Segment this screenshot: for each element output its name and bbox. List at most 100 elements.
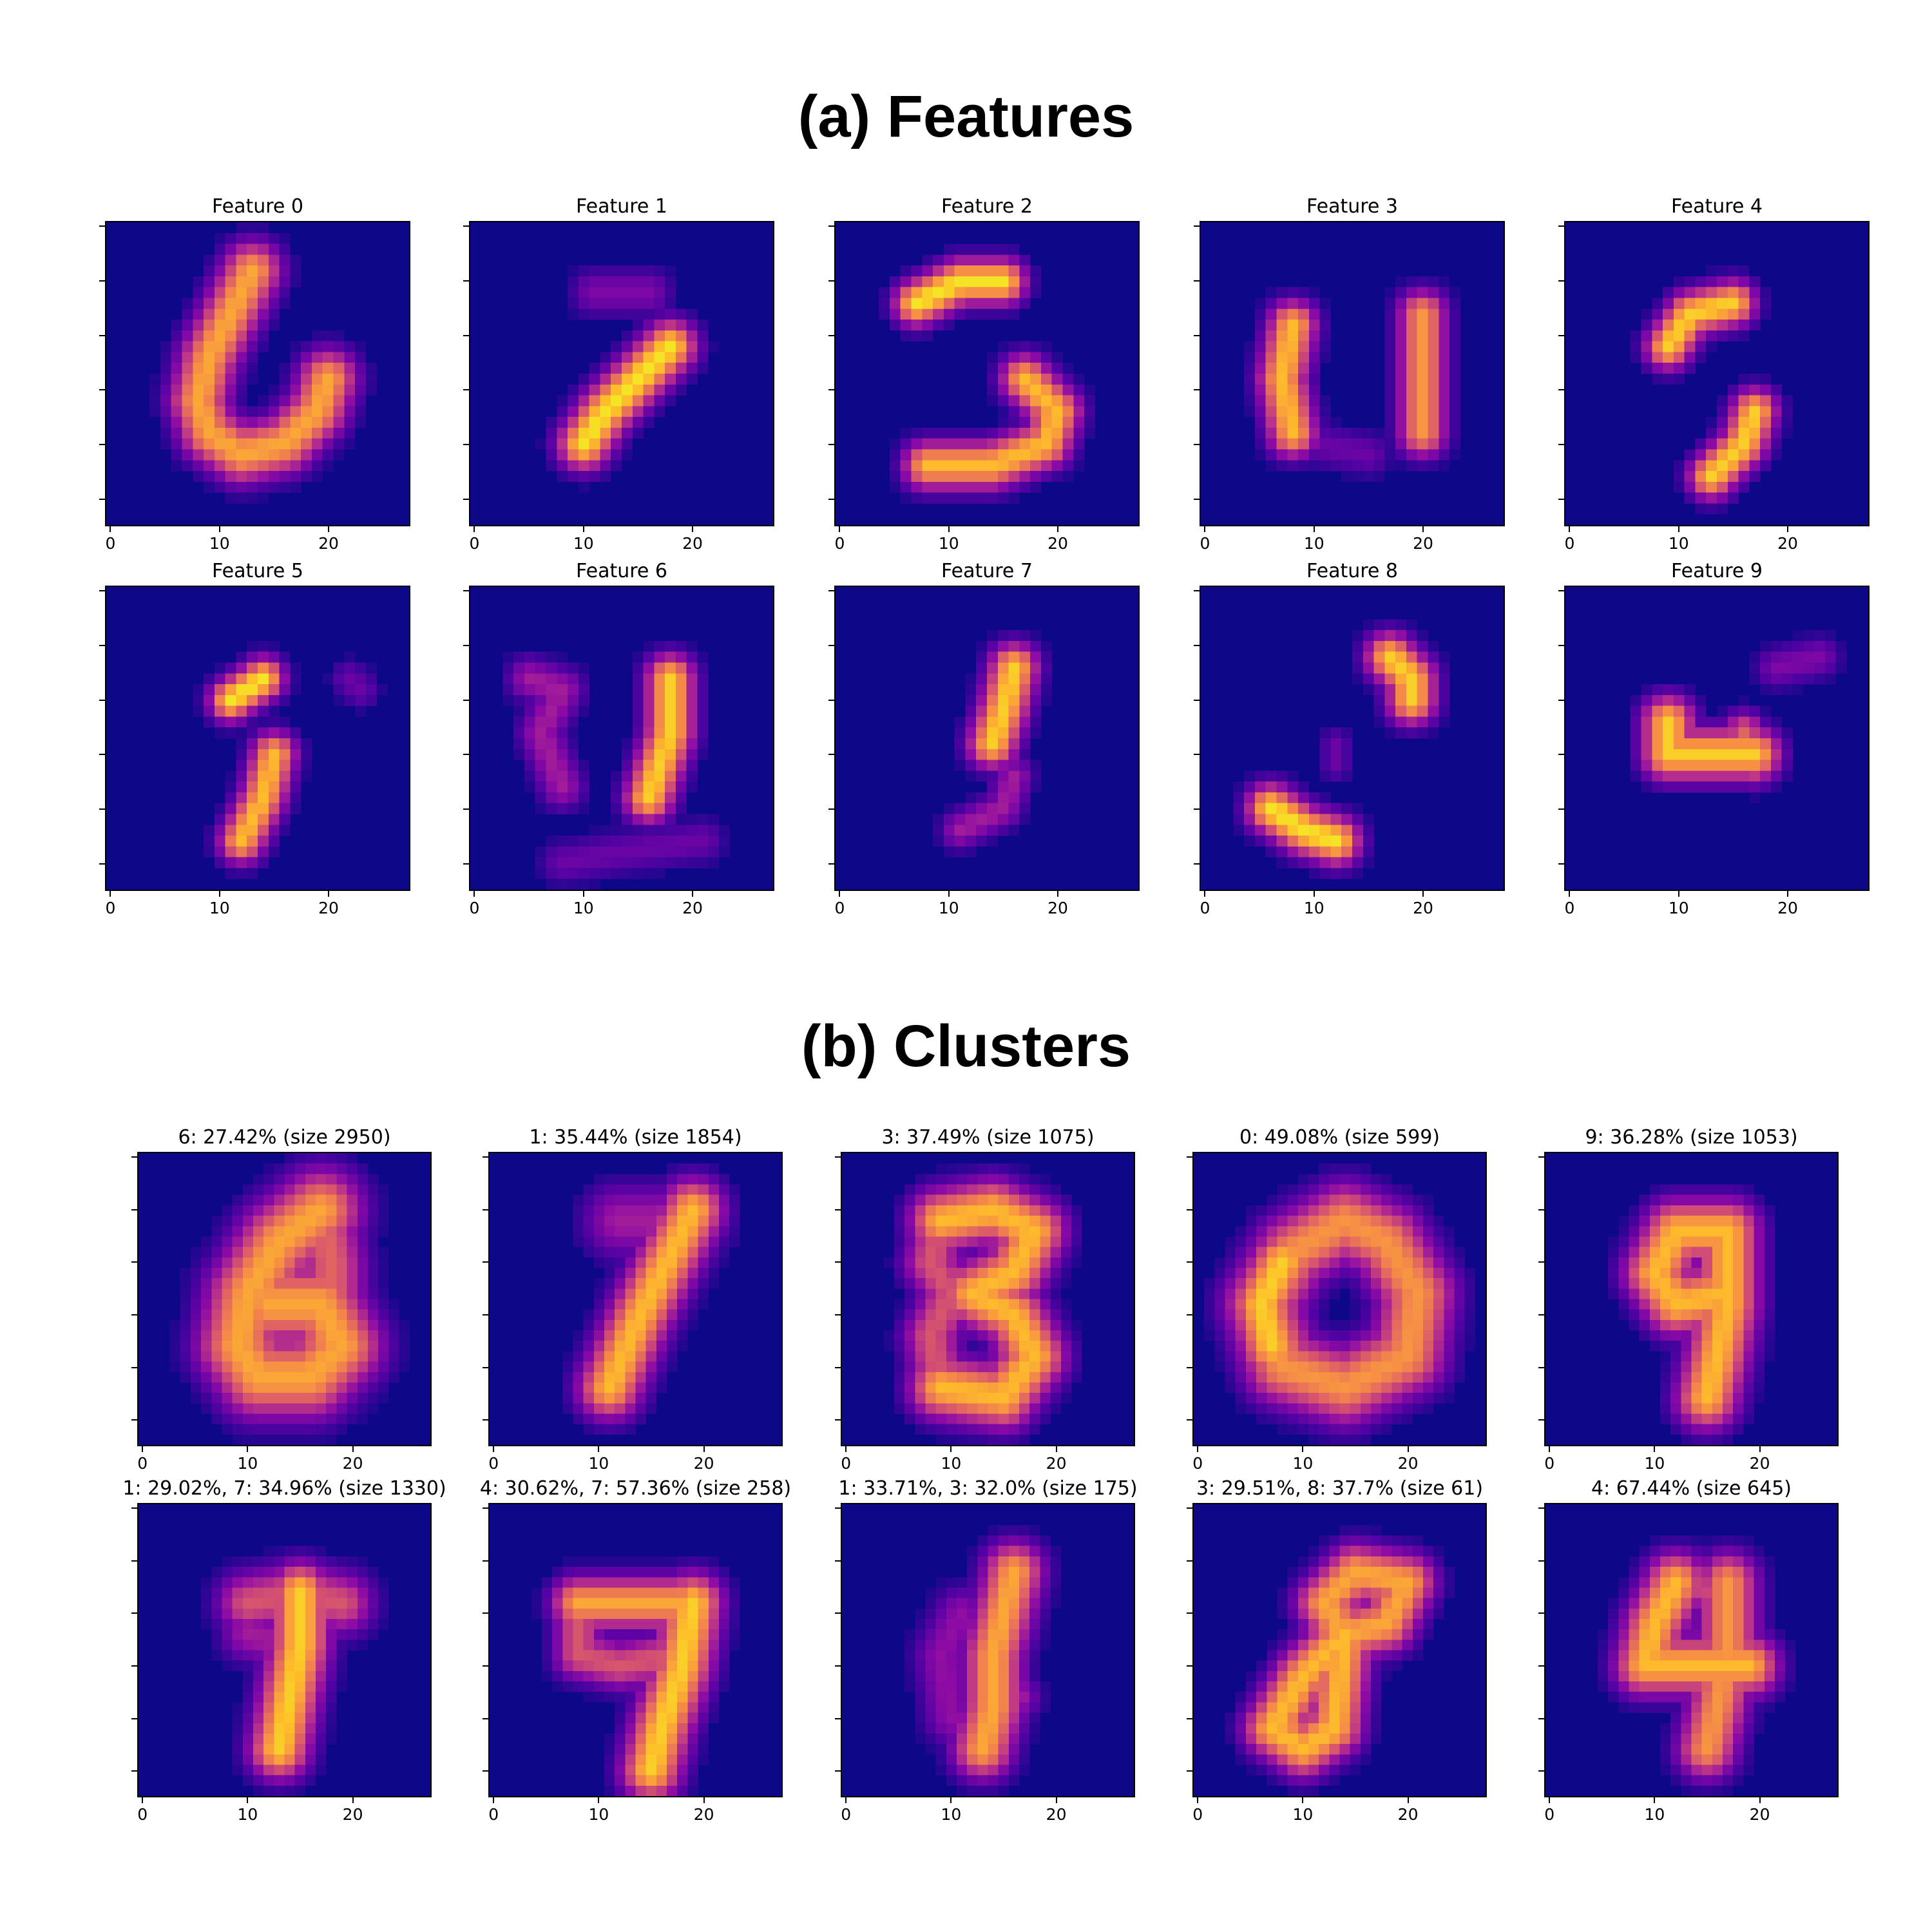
heatmap-cell: [1727, 309, 1739, 320]
heatmap-cell: [1449, 406, 1461, 417]
heatmap-cell: [1287, 1351, 1299, 1362]
heatmap-cell: [1360, 1382, 1372, 1393]
heatmap-cell: [1428, 727, 1439, 739]
heatmap-cell: [1329, 1393, 1340, 1404]
heatmap-cell: [1029, 1236, 1040, 1247]
heatmap-cell: [643, 803, 655, 814]
heatmap-cell: [182, 374, 193, 385]
heatmap-cell: [305, 1309, 316, 1321]
heatmap-cell: [977, 1361, 988, 1373]
heatmap-cell: [604, 1372, 615, 1383]
heatmap-cell: [997, 792, 1009, 804]
heatmap-cell: [1319, 1226, 1330, 1237]
heatmap-cell: [242, 1744, 254, 1755]
heatmap-cell: [1245, 1309, 1257, 1321]
heatmap-cell: [568, 417, 579, 428]
heatmap-cell: [169, 1351, 181, 1362]
heatmap-cell: [193, 705, 204, 717]
heatmap-cell: [976, 427, 988, 439]
heatmap-cell: [729, 1194, 740, 1206]
heatmap-cell: [1384, 438, 1396, 450]
heatmap-cell: [1245, 1288, 1257, 1299]
heatmap-cell: [1008, 630, 1020, 642]
heatmap-cell: [643, 727, 655, 739]
heatmap-cell: [998, 1288, 1009, 1299]
heatmap-cell: [589, 406, 600, 417]
heatmap-cell: [305, 1640, 316, 1650]
heatmap-cell: [1618, 1288, 1629, 1299]
heatmap-cell: [1352, 651, 1364, 663]
heatmap-cell: [1433, 1288, 1444, 1299]
heatmap-cell: [1030, 427, 1042, 439]
heatmap-cell: [1738, 309, 1750, 320]
heatmap-cell: [1277, 1382, 1288, 1393]
heatmap-cell: [697, 341, 709, 352]
heatmap-cell: [263, 1382, 274, 1393]
heatmap-cell: [604, 1174, 615, 1185]
heatmap-cell: [946, 1424, 957, 1435]
heatmap-cell: [1641, 341, 1652, 352]
heatmap-cell: [889, 438, 901, 450]
heatmap-cell: [1712, 1194, 1723, 1206]
heatmap-cell: [1276, 395, 1288, 406]
heatmap-cell: [1449, 287, 1461, 298]
heatmap-cell: [1717, 265, 1728, 277]
heatmap-cell: [336, 1194, 347, 1206]
heatmap-cell: [180, 1361, 191, 1373]
heatmap-cell: [1629, 1299, 1640, 1310]
heatmap-cell: [247, 460, 258, 472]
heatmap-cell: [697, 825, 709, 836]
heatmap-cell: [222, 1267, 233, 1279]
heatmap-cell: [943, 244, 955, 255]
heatmap-image: [105, 586, 410, 891]
heatmap-cell: [925, 1174, 936, 1185]
heatmap-cell: [1256, 1278, 1267, 1289]
heatmap-cell: [263, 1288, 274, 1299]
heatmap-cell: [1439, 449, 1450, 461]
heatmap-cell: [258, 814, 269, 825]
heatmap-cell: [935, 1288, 947, 1299]
heatmap-cell: [294, 1267, 306, 1279]
heatmap-cell: [686, 716, 698, 728]
heatmap-cell: [1417, 330, 1428, 341]
heatmap-cell: [211, 1413, 222, 1424]
heatmap-cell: [253, 1785, 264, 1796]
heatmap-cell: [625, 1216, 636, 1227]
heatmap-cell: [347, 1587, 358, 1598]
heatmap-cell: [1754, 1267, 1765, 1279]
heatmap-cell: [915, 1184, 926, 1196]
y-tick-mark: [463, 334, 469, 336]
y-tick-mark: [99, 645, 105, 647]
heatmap-cell: [1760, 438, 1772, 450]
heatmap-cell: [635, 1330, 647, 1341]
heatmap-cell: [946, 1216, 957, 1227]
heatmap-cell: [232, 1413, 244, 1424]
heatmap-cell: [1695, 460, 1707, 472]
heatmap-cell: [268, 265, 280, 277]
heatmap-cell: [911, 276, 923, 288]
heatmap-cell: [1235, 1372, 1247, 1383]
heatmap-cell: [1276, 770, 1288, 782]
heatmap-cell: [290, 471, 301, 483]
heatmap-cell: [1701, 1257, 1713, 1268]
heatmap-cell: [222, 1608, 233, 1620]
heatmap-cell: [687, 1299, 698, 1310]
heatmap-cell: [301, 427, 312, 439]
heatmap-cell: [611, 770, 622, 782]
heatmap-cell: [268, 384, 280, 396]
heatmap-cell: [182, 427, 193, 439]
heatmap-cell: [211, 1618, 222, 1630]
heatmap-cell: [998, 1278, 1009, 1289]
heatmap-cell: [305, 1670, 316, 1682]
heatmap-cell: [1276, 825, 1288, 836]
heatmap-cell: [904, 1267, 915, 1279]
heatmap-cell: [1760, 417, 1772, 428]
heatmap-cell: [656, 1567, 667, 1578]
heatmap-cell: [236, 471, 247, 483]
heatmap-cell: [904, 1216, 915, 1227]
heatmap-cell: [263, 1765, 274, 1775]
heatmap-cell: [1701, 1299, 1713, 1310]
heatmap-cell: [242, 1288, 254, 1299]
heatmap-cell: [987, 694, 999, 706]
heatmap-cell: [326, 1216, 337, 1227]
